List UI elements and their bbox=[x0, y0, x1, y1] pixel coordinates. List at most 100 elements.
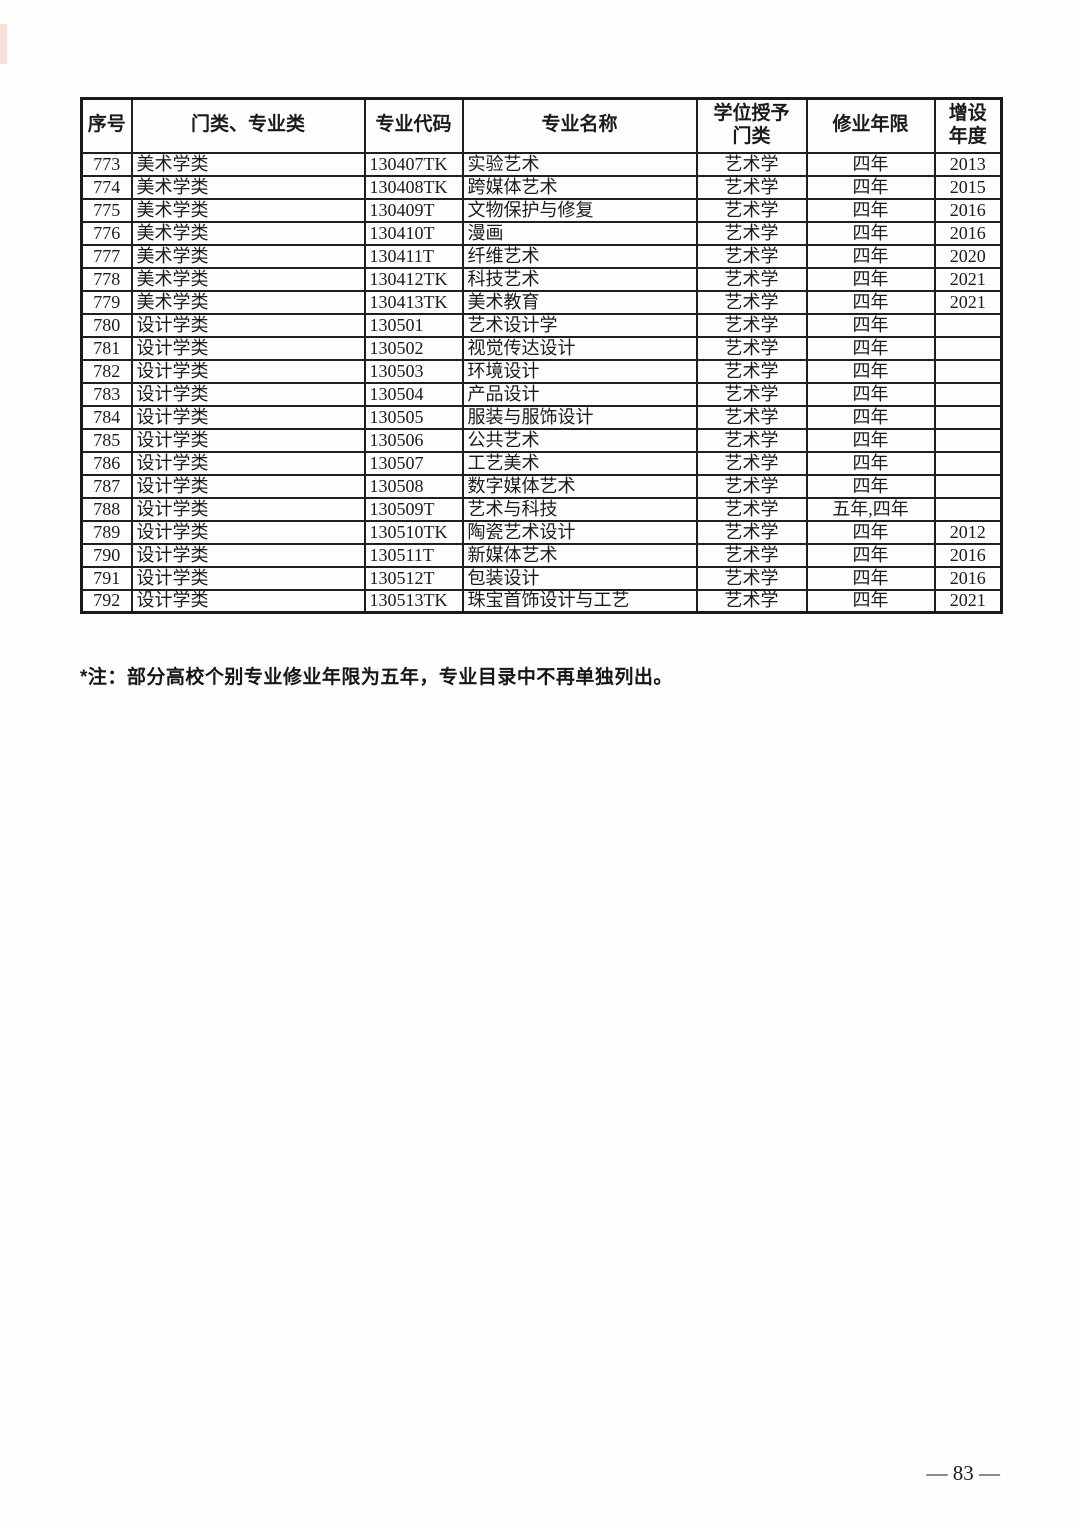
cell-name: 跨媒体艺术 bbox=[461, 174, 698, 200]
cell-index: 774 bbox=[80, 174, 133, 200]
cell-year bbox=[933, 381, 1003, 407]
cell-name: 新媒体艺术 bbox=[461, 542, 698, 568]
table-row: 782 设计学类 130503 环境设计 艺术学 四年 bbox=[80, 358, 1003, 384]
cell-category: 美术学类 bbox=[130, 151, 366, 177]
column-header-name: 专业名称 bbox=[461, 97, 698, 154]
cell-code: 130410T bbox=[363, 220, 464, 246]
table-row: 776 美术学类 130410T 漫画 艺术学 四年 2016 bbox=[80, 220, 1003, 246]
cell-year bbox=[933, 358, 1003, 384]
table-row: 792 设计学类 130513TK 珠宝首饰设计与工艺 艺术学 四年 2021 bbox=[80, 588, 1003, 614]
cell-code: 130511T bbox=[363, 542, 464, 568]
cell-year bbox=[933, 335, 1003, 361]
cell-category: 美术学类 bbox=[130, 289, 366, 315]
cell-code: 130407TK bbox=[363, 151, 464, 177]
table-row: 783 设计学类 130504 产品设计 艺术学 四年 bbox=[80, 381, 1003, 407]
cell-name: 公共艺术 bbox=[461, 427, 698, 453]
cell-code: 130502 bbox=[363, 335, 464, 361]
scan-artifact-mark bbox=[0, 24, 7, 64]
cell-duration: 四年 bbox=[805, 289, 936, 315]
cell-index: 777 bbox=[80, 243, 133, 269]
cell-code: 130413TK bbox=[363, 289, 464, 315]
cell-duration: 四年 bbox=[805, 358, 936, 384]
cell-duration: 四年 bbox=[805, 266, 936, 292]
table-row: 778 美术学类 130412TK 科技艺术 艺术学 四年 2021 bbox=[80, 266, 1003, 292]
cell-code: 130512T bbox=[363, 565, 464, 591]
cell-index: 779 bbox=[80, 289, 133, 315]
cell-year bbox=[933, 427, 1003, 453]
cell-index: 787 bbox=[80, 473, 133, 499]
cell-category: 美术学类 bbox=[130, 266, 366, 292]
cell-duration: 四年 bbox=[805, 151, 936, 177]
cell-degree: 艺术学 bbox=[695, 358, 808, 384]
table-row: 780 设计学类 130501 艺术设计学 艺术学 四年 bbox=[80, 312, 1003, 338]
cell-name: 工艺美术 bbox=[461, 450, 698, 476]
footnote: *注：部分高校个别专业修业年限为五年，专业目录中不再单独列出。 bbox=[80, 667, 673, 688]
cell-degree: 艺术学 bbox=[695, 519, 808, 545]
cell-name: 珠宝首饰设计与工艺 bbox=[461, 588, 698, 614]
cell-category: 美术学类 bbox=[130, 174, 366, 200]
column-header-year: 增设 年度 bbox=[933, 97, 1003, 154]
cell-code: 130504 bbox=[363, 381, 464, 407]
cell-name: 艺术与科技 bbox=[461, 496, 698, 522]
table-row: 790 设计学类 130511T 新媒体艺术 艺术学 四年 2016 bbox=[80, 542, 1003, 568]
cell-code: 130412TK bbox=[363, 266, 464, 292]
cell-index: 789 bbox=[80, 519, 133, 545]
cell-degree: 艺术学 bbox=[695, 588, 808, 614]
cell-degree: 艺术学 bbox=[695, 335, 808, 361]
cell-degree: 艺术学 bbox=[695, 289, 808, 315]
cell-year: 2016 bbox=[933, 220, 1003, 246]
cell-index: 781 bbox=[80, 335, 133, 361]
cell-code: 130409T bbox=[363, 197, 464, 223]
cell-index: 784 bbox=[80, 404, 133, 430]
cell-category: 设计学类 bbox=[130, 381, 366, 407]
cell-category: 设计学类 bbox=[130, 519, 366, 545]
cell-duration: 四年 bbox=[805, 473, 936, 499]
table-row: 787 设计学类 130508 数字媒体艺术 艺术学 四年 bbox=[80, 473, 1003, 499]
cell-category: 设计学类 bbox=[130, 588, 366, 614]
cell-year: 2016 bbox=[933, 542, 1003, 568]
cell-name: 包装设计 bbox=[461, 565, 698, 591]
cell-duration: 四年 bbox=[805, 450, 936, 476]
cell-year bbox=[933, 404, 1003, 430]
cell-duration: 四年 bbox=[805, 220, 936, 246]
cell-degree: 艺术学 bbox=[695, 450, 808, 476]
cell-duration: 四年 bbox=[805, 588, 936, 614]
table-row: 789 设计学类 130510TK 陶瓷艺术设计 艺术学 四年 2012 bbox=[80, 519, 1003, 545]
table-row: 773 美术学类 130407TK 实验艺术 艺术学 四年 2013 bbox=[80, 151, 1003, 177]
cell-code: 130408TK bbox=[363, 174, 464, 200]
cell-duration: 四年 bbox=[805, 565, 936, 591]
column-header-code: 专业代码 bbox=[363, 97, 464, 154]
cell-degree: 艺术学 bbox=[695, 312, 808, 338]
cell-degree: 艺术学 bbox=[695, 151, 808, 177]
column-header-index: 序号 bbox=[80, 97, 133, 154]
cell-year bbox=[933, 312, 1003, 338]
cell-name: 文物保护与修复 bbox=[461, 197, 698, 223]
cell-code: 130501 bbox=[363, 312, 464, 338]
cell-index: 778 bbox=[80, 266, 133, 292]
cell-degree: 艺术学 bbox=[695, 496, 808, 522]
cell-duration: 四年 bbox=[805, 335, 936, 361]
cell-duration: 五年,四年 bbox=[805, 496, 936, 522]
cell-name: 科技艺术 bbox=[461, 266, 698, 292]
cell-index: 783 bbox=[80, 381, 133, 407]
cell-name: 服装与服饰设计 bbox=[461, 404, 698, 430]
cell-index: 780 bbox=[80, 312, 133, 338]
cell-duration: 四年 bbox=[805, 174, 936, 200]
cell-code: 130510TK bbox=[363, 519, 464, 545]
cell-name: 数字媒体艺术 bbox=[461, 473, 698, 499]
cell-year: 2021 bbox=[933, 266, 1003, 292]
cell-index: 786 bbox=[80, 450, 133, 476]
table-row: 786 设计学类 130507 工艺美术 艺术学 四年 bbox=[80, 450, 1003, 476]
cell-code: 130509T bbox=[363, 496, 464, 522]
cell-year bbox=[933, 496, 1003, 522]
cell-name: 美术教育 bbox=[461, 289, 698, 315]
cell-degree: 艺术学 bbox=[695, 243, 808, 269]
cell-name: 陶瓷艺术设计 bbox=[461, 519, 698, 545]
cell-degree: 艺术学 bbox=[695, 381, 808, 407]
cell-category: 美术学类 bbox=[130, 220, 366, 246]
cell-year: 2020 bbox=[933, 243, 1003, 269]
cell-category: 设计学类 bbox=[130, 335, 366, 361]
column-header-degree: 学位授予 门类 bbox=[695, 97, 808, 154]
cell-name: 产品设计 bbox=[461, 381, 698, 407]
cell-duration: 四年 bbox=[805, 197, 936, 223]
